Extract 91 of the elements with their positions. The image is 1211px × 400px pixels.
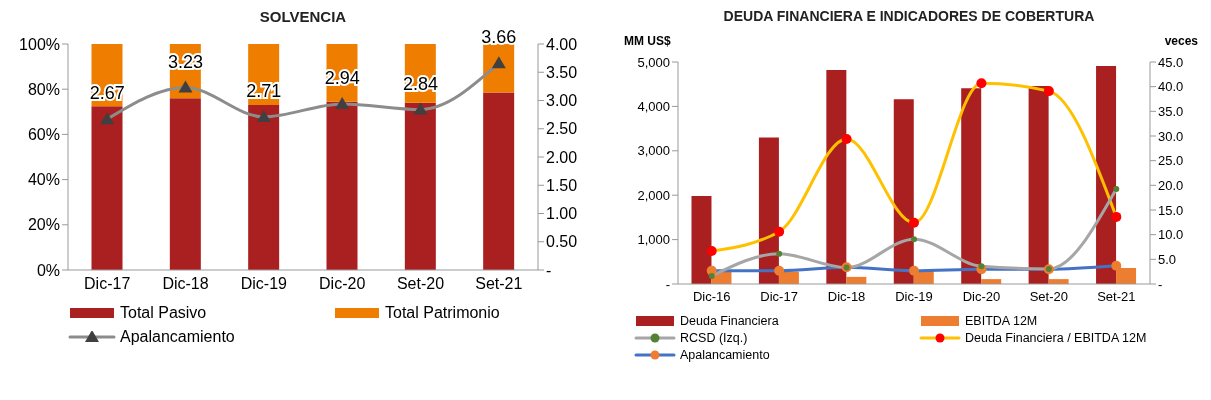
y2-tick-label: 25.0 <box>1158 153 1184 169</box>
chart-title: SOLVENCIA <box>259 8 347 25</box>
bar <box>893 99 914 284</box>
x-tick-label: Dic-16 <box>692 289 731 305</box>
point <box>1113 185 1120 192</box>
legend-label: RCSD (Izq.) <box>680 331 748 345</box>
bar <box>248 105 280 270</box>
x-tick-label: Set-21 <box>1097 289 1136 305</box>
x-tick-label: Dic-18 <box>827 289 866 305</box>
bar <box>758 137 779 284</box>
y2-tick-label: 4.00 <box>546 35 578 53</box>
bar <box>483 44 515 93</box>
point <box>776 250 783 257</box>
y2-tick-label: 2.00 <box>546 148 578 166</box>
bar <box>691 196 712 284</box>
bar <box>1096 66 1117 284</box>
x-tick-label: Set-20 <box>396 275 445 293</box>
point <box>1043 86 1054 97</box>
y-tick-label: 60% <box>27 126 60 144</box>
legend-label: Apalancamiento <box>680 348 770 362</box>
y2-tick-label: 1.50 <box>546 176 578 194</box>
x-tick-label: Dic-20 <box>962 289 1001 305</box>
y2-tick-label: 30.0 <box>1158 128 1184 144</box>
x-tick-label: Dic-18 <box>162 275 209 293</box>
legend-label: Deuda Financiera <box>680 314 779 328</box>
legend-label: EBITDA 12M <box>965 314 1038 328</box>
y-axis-title: MM US$ <box>624 34 671 50</box>
point <box>335 96 350 109</box>
y2-tick-label: 3.00 <box>546 92 578 110</box>
point <box>976 78 987 89</box>
y-tick-label: 20% <box>27 216 60 234</box>
y-tick-label: 0% <box>36 261 60 279</box>
y2-tick-label: 3.50 <box>546 63 578 81</box>
x-tick-label: Dic-17 <box>84 275 131 293</box>
bar <box>483 92 515 270</box>
y2-tick-label: 40.0 <box>1158 79 1184 95</box>
y-tick-label: 1,000 <box>637 232 670 248</box>
y2-tick-label: 0.50 <box>546 233 578 251</box>
y2-tick-label: 5.0 <box>1158 251 1177 267</box>
point <box>911 236 917 243</box>
legend-label: Total Patrimonio <box>385 304 500 322</box>
bar <box>826 69 847 284</box>
y-tick-label: 4,000 <box>637 99 670 115</box>
point <box>706 245 717 256</box>
x-tick-label: Dic-19 <box>240 275 288 293</box>
bar <box>404 102 436 270</box>
y2-tick-label: 2.50 <box>546 120 578 138</box>
x-tick-label: Set-20 <box>1029 289 1069 305</box>
point <box>978 263 985 270</box>
point <box>909 265 919 276</box>
chart-title: DEUDA FINANCIERA E INDICADORES DE COBERTURA <box>722 8 1096 26</box>
legend-label: Apalancamiento <box>120 328 235 346</box>
y2-tick-label: 45.0 <box>1158 54 1184 70</box>
point <box>413 102 428 115</box>
legend-label: Total Pasivo <box>120 304 207 322</box>
y2-tick-label: - <box>1158 276 1163 292</box>
legend-label: Deuda Financiera / EBITDA 12M <box>965 331 1147 345</box>
y2-tick-label: 1.00 <box>546 205 578 223</box>
y2-axis-title: veces <box>1164 34 1198 50</box>
y-tick-label: 100% <box>19 35 60 53</box>
y-tick-label: 3,000 <box>637 143 670 159</box>
point <box>774 226 785 237</box>
bar <box>169 98 201 270</box>
y-tick-label: 5,000 <box>637 54 670 70</box>
point <box>100 112 115 125</box>
bar <box>1028 85 1049 284</box>
bar <box>961 88 982 284</box>
point <box>841 133 852 144</box>
y-tick-label: 2,000 <box>637 187 670 203</box>
y2-tick-label: 10.0 <box>1158 227 1184 243</box>
y-tick-label: 40% <box>27 171 60 189</box>
point <box>708 273 715 280</box>
point <box>909 217 919 228</box>
y2-tick-label: 15.0 <box>1158 202 1184 218</box>
point <box>774 265 785 276</box>
point <box>256 109 271 122</box>
bar <box>326 101 358 270</box>
x-tick-label: Dic-20 <box>319 275 366 293</box>
y-tick-label: 80% <box>27 80 60 98</box>
data-label: 3.66 <box>481 27 517 48</box>
bar <box>91 106 123 270</box>
x-tick-label: Set-21 <box>475 275 523 293</box>
y2-tick-label: - <box>546 261 552 279</box>
x-tick-label: Dic-19 <box>895 289 933 305</box>
point <box>178 80 193 93</box>
y-tick-label: - <box>665 276 670 292</box>
x-tick-label: Dic-17 <box>760 289 798 305</box>
y2-tick-label: 20.0 <box>1158 177 1184 193</box>
y2-tick-label: 35.0 <box>1158 103 1184 119</box>
point <box>1111 260 1122 271</box>
point <box>1111 211 1122 222</box>
